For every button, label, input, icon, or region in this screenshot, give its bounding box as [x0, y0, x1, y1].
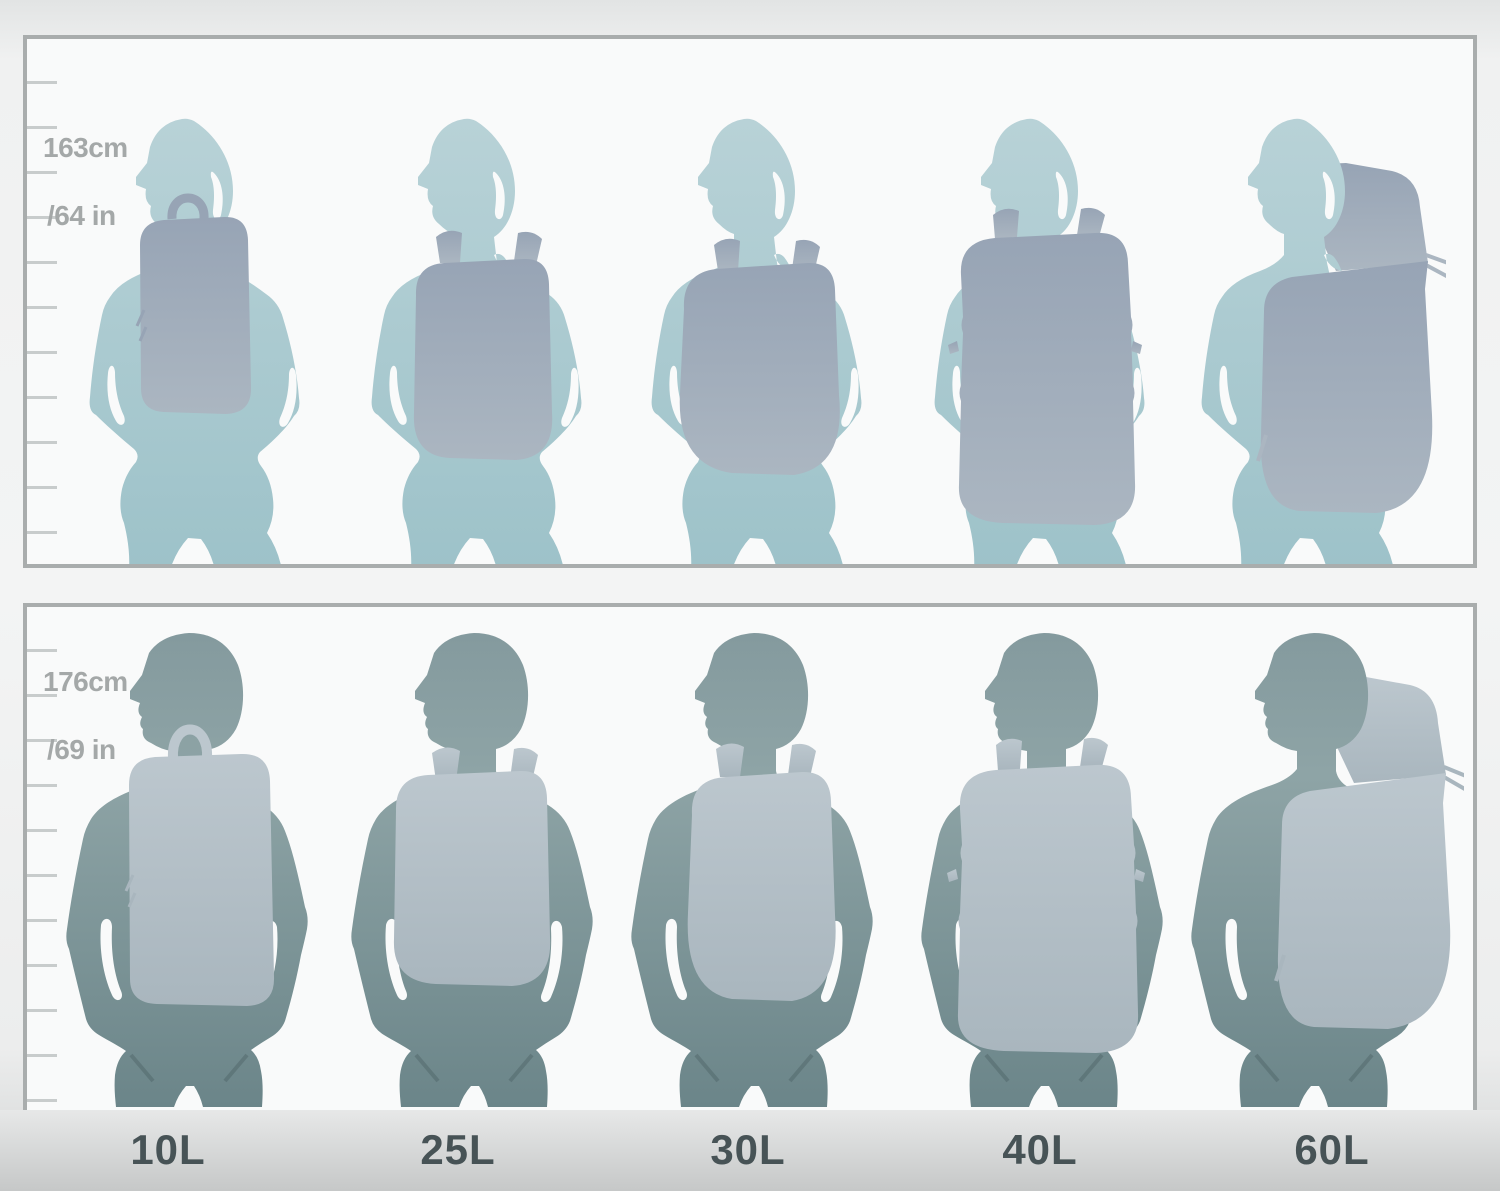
height-cm-women: 163cm	[43, 132, 128, 164]
size-label-10l: 10L	[130, 1126, 206, 1173]
backpack-10l-shape	[126, 730, 274, 1007]
size-label-25l: 25L	[420, 1126, 496, 1173]
ruler-women	[27, 39, 57, 564]
figure-man-40l	[919, 631, 1165, 1107]
figure-man-30l	[629, 631, 875, 1107]
size-label-strip: 10L 25L 30L 40L 60L	[0, 1110, 1500, 1191]
figure-man-10l	[64, 631, 310, 1107]
height-label-women: 163cm /64 in	[43, 97, 128, 268]
ruler-men	[27, 607, 57, 1191]
figure-woman-60l	[1201, 118, 1446, 564]
panel-women: 163cm /64 in	[23, 35, 1477, 568]
figure-woman-10l	[89, 118, 300, 564]
figure-man-60l	[1189, 631, 1464, 1107]
backpack-10l-shape	[137, 198, 251, 414]
backpack-60l-body-shape	[1256, 259, 1435, 515]
backpack-60l-body-shape	[1274, 771, 1453, 1031]
backpack-25l-shape	[413, 230, 553, 460]
backpack-30l-shape	[687, 743, 836, 1001]
backpack-40l-shape	[948, 207, 1142, 525]
figure-man-25l	[349, 631, 595, 1107]
size-label-30l: 30L	[710, 1126, 786, 1173]
size-label-40l: 40L	[1002, 1126, 1078, 1173]
backpack-40l-shape	[947, 737, 1145, 1053]
figure-woman-30l	[651, 118, 862, 564]
height-label-men: 176cm /69 in	[43, 631, 128, 802]
backpack-30l-shape	[679, 238, 840, 475]
figure-woman-25l	[371, 118, 582, 564]
height-in-women: /64 in	[47, 200, 116, 232]
height-cm-men: 176cm	[43, 666, 128, 698]
height-in-men: /69 in	[47, 734, 116, 766]
backpack-25l-shape	[393, 747, 551, 986]
size-label-60l: 60L	[1294, 1126, 1370, 1173]
panel-men: 176cm /69 in	[23, 603, 1477, 1191]
figure-woman-40l	[934, 118, 1145, 564]
